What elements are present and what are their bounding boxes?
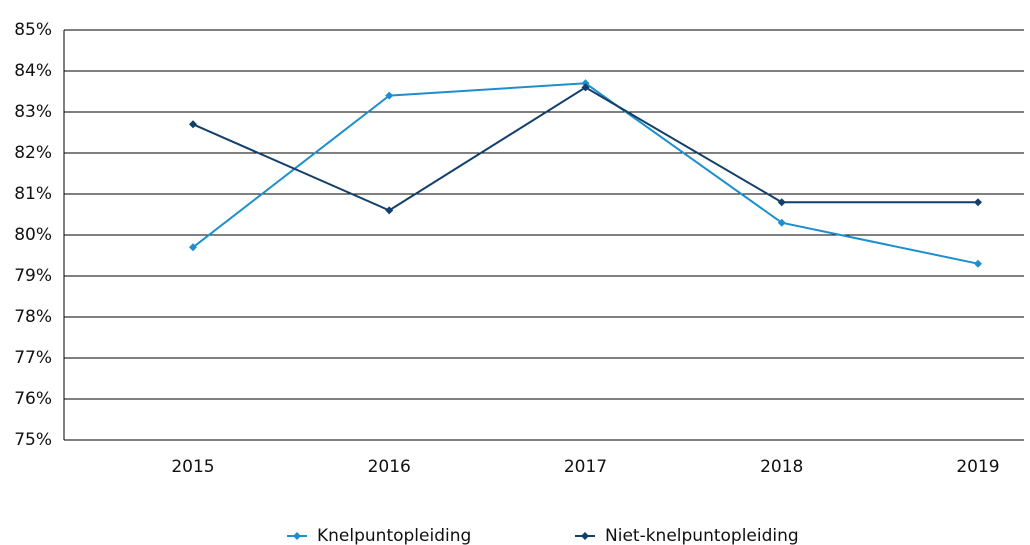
point (581, 83, 590, 92)
x-tick-label: 2018 (760, 457, 803, 477)
point (189, 243, 197, 252)
y-tick-label: 75% (14, 430, 52, 450)
point (385, 91, 394, 100)
y-tick-label: 77% (14, 348, 52, 368)
point (189, 120, 197, 129)
y-tick-label: 84% (14, 61, 52, 81)
x-tick-label: 2016 (368, 457, 411, 477)
point (581, 79, 590, 88)
y-tick-label: 81% (14, 184, 52, 204)
legend-marker (581, 532, 589, 540)
x-tick-label: 2015 (171, 457, 214, 477)
legend-label: Niet-knelpuntopleiding (605, 526, 799, 545)
series-line (192, 82, 979, 265)
y-tick-label: 85% (14, 20, 52, 40)
y-tick-label: 82% (14, 143, 52, 163)
point (777, 198, 786, 207)
y-tick-label: 78% (14, 307, 52, 327)
series-line (192, 86, 978, 212)
x-tick-label: 2017 (564, 457, 607, 477)
x-tick-label: 2019 (956, 457, 999, 477)
legend-label: Knelpuntopleiding (317, 526, 471, 545)
y-tick-label: 83% (14, 102, 52, 122)
y-tick-label: 79% (14, 266, 52, 286)
point (974, 259, 982, 268)
point (777, 218, 786, 227)
point (385, 206, 394, 215)
point (974, 198, 982, 207)
y-tick-label: 76% (14, 389, 52, 409)
y-tick-label: 80% (14, 225, 52, 245)
legend-marker (293, 532, 301, 540)
